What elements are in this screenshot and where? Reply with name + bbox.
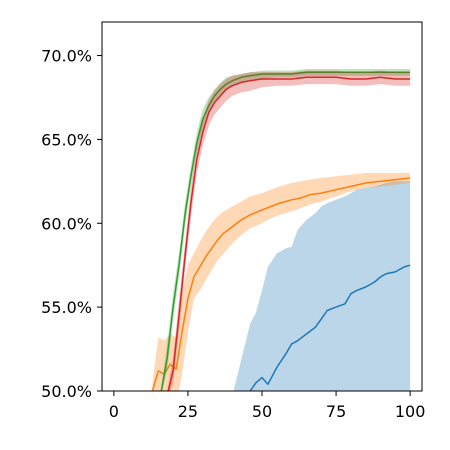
y-tick-label: 70.0% <box>41 47 92 66</box>
series-1-line <box>248 264 411 391</box>
x-tick-label: 25 <box>178 402 198 421</box>
x-axis: 0 25 50 75 100 <box>109 391 426 421</box>
series-2-band <box>152 173 411 391</box>
x-tick-label: 75 <box>326 402 346 421</box>
y-tick-label: 50.0% <box>41 382 92 401</box>
series-4-line <box>167 76 411 391</box>
series-2-line <box>151 177 411 391</box>
x-tick-label: 50 <box>252 402 272 421</box>
series-layer <box>151 69 411 391</box>
y-tick-label: 60.0% <box>41 214 92 233</box>
series-3-line <box>160 71 411 391</box>
x-tick-label: 100 <box>395 402 426 421</box>
series-1-band <box>233 181 411 391</box>
y-tick-label: 65.0% <box>41 130 92 149</box>
y-axis: 50.0% 55.0% 60.0% 65.0% 70.0% <box>41 47 102 401</box>
y-tick-label: 55.0% <box>41 298 92 317</box>
x-tick-label: 0 <box>109 402 119 421</box>
